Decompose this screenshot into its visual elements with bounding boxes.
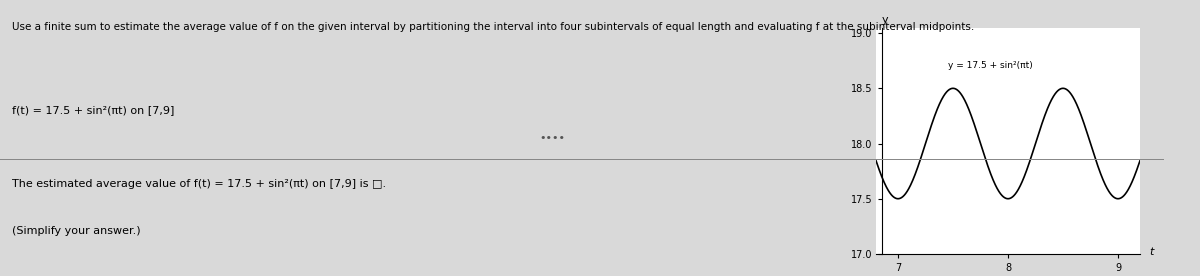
Text: The estimated average value of f(t) = 17.5 + sin²(πt) on [7,9] is □.: The estimated average value of f(t) = 17…	[12, 179, 386, 189]
Text: f(t) = 17.5 + sin²(πt) on [7,9]: f(t) = 17.5 + sin²(πt) on [7,9]	[12, 105, 174, 115]
Text: t: t	[1148, 247, 1153, 257]
Text: Use a finite sum to estimate the average value of f on the given interval by par: Use a finite sum to estimate the average…	[12, 22, 974, 32]
Text: y = 17.5 + sin²(πt): y = 17.5 + sin²(πt)	[948, 61, 1032, 70]
Text: y: y	[882, 15, 888, 25]
Text: ••••: ••••	[539, 133, 565, 143]
Text: (Simplify your answer.): (Simplify your answer.)	[12, 226, 140, 236]
